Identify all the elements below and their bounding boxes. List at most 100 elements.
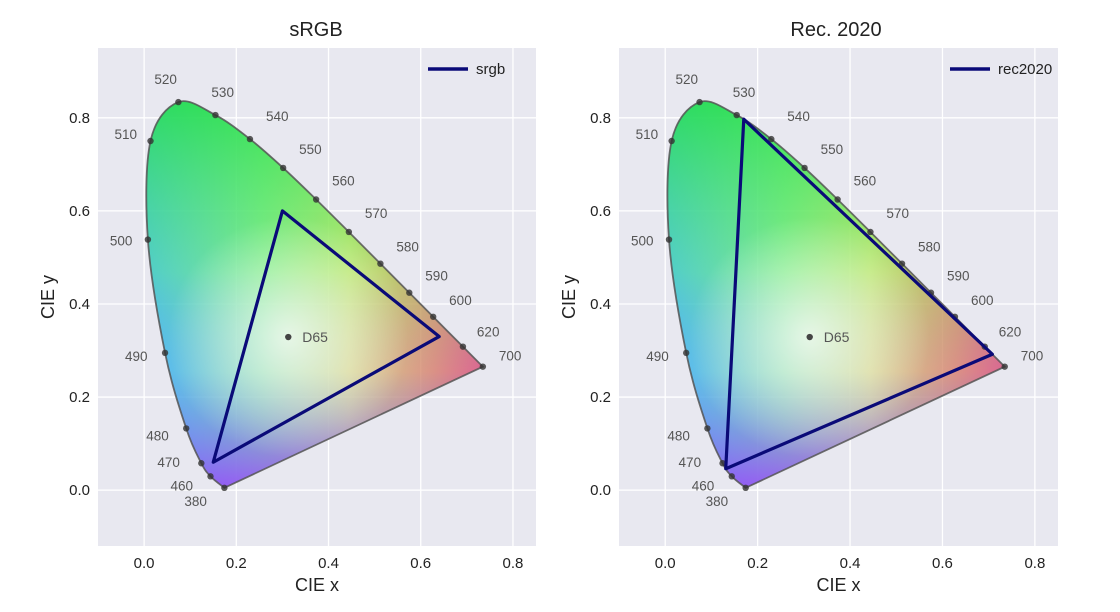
chart-title: Rec. 2020 <box>790 19 881 41</box>
wavelength-point <box>406 289 413 296</box>
wavelength-label: 580 <box>396 240 419 255</box>
legend-label: srgb <box>476 61 505 78</box>
x-tick-label: 0.6 <box>932 555 953 572</box>
wavelength-point <box>728 473 735 480</box>
wavelength-label: 460 <box>692 478 715 493</box>
wavelength-label: 550 <box>299 142 322 157</box>
wavelength-label: 480 <box>146 428 169 443</box>
wavelength-point <box>768 135 775 143</box>
x-tick-label: 0.0 <box>655 555 676 572</box>
wavelength-label: 700 <box>1021 349 1044 364</box>
wavelength-label: 530 <box>211 85 234 100</box>
y-tick-label: 0.0 <box>590 482 611 499</box>
y-tick-label: 0.4 <box>590 296 611 313</box>
wavelength-label: 700 <box>499 349 522 364</box>
wavelength-label: 570 <box>365 206 388 221</box>
wavelength-point <box>246 135 254 143</box>
wavelength-label: 500 <box>631 234 654 249</box>
wavelength-point <box>719 460 726 467</box>
wavelength-point <box>668 137 675 145</box>
y-tick-label: 0.2 <box>590 389 611 406</box>
wavelength-label: 530 <box>733 85 756 100</box>
wavelength-label: 570 <box>886 206 909 221</box>
wavelength-point <box>161 349 169 357</box>
y-tick-label: 0.0 <box>69 482 90 499</box>
wavelength-label: 580 <box>918 240 941 255</box>
wavelength-point <box>742 484 749 492</box>
white-point-label: D65 <box>824 329 850 345</box>
y-tick-label: 0.6 <box>69 203 90 220</box>
wavelength-point <box>1001 363 1008 370</box>
wavelength-point <box>429 313 437 320</box>
wavelength-label: 600 <box>971 293 994 308</box>
wavelength-point <box>207 473 214 480</box>
wavelength-label: 620 <box>999 325 1022 340</box>
wavelength-point <box>221 484 228 492</box>
y-tick-label: 0.6 <box>590 203 611 220</box>
white-point-label: D65 <box>302 329 328 345</box>
legend-label: rec2020 <box>998 61 1052 78</box>
x-axis-label: CIE x <box>816 575 860 595</box>
wavelength-label: 490 <box>125 349 148 364</box>
wavelength-label: 380 <box>706 494 729 509</box>
wavelength-label: 600 <box>449 293 472 308</box>
x-tick-label: 0.0 <box>134 555 155 572</box>
y-tick-label: 0.2 <box>69 389 90 406</box>
wavelength-label: 520 <box>154 72 177 87</box>
wavelength-label: 590 <box>425 269 448 284</box>
wavelength-point <box>377 260 384 267</box>
wavelength-point <box>198 460 205 467</box>
wavelength-label: 540 <box>787 109 810 124</box>
y-tick-label: 0.4 <box>69 296 90 313</box>
wavelength-point <box>459 343 467 350</box>
wavelength-label: 520 <box>676 72 699 87</box>
x-axis-label: CIE x <box>295 575 339 595</box>
white-point-marker <box>285 333 292 341</box>
wavelength-point <box>175 98 182 106</box>
wavelength-point <box>682 349 690 357</box>
wavelength-label: 500 <box>110 234 133 249</box>
wavelength-label: 560 <box>854 173 877 188</box>
x-tick-label: 0.2 <box>747 555 768 572</box>
wavelength-label: 620 <box>477 325 500 340</box>
wavelength-point <box>801 164 808 172</box>
wavelength-point <box>479 363 487 370</box>
wavelength-point <box>704 425 711 432</box>
wavelength-label: 590 <box>947 269 970 284</box>
wavelength-label: 470 <box>157 455 180 470</box>
wavelength-point <box>867 228 874 236</box>
wavelength-point <box>144 236 152 243</box>
wavelength-point <box>733 111 740 119</box>
wavelength-point <box>834 196 841 203</box>
y-axis-label: CIE y <box>559 275 579 319</box>
wavelength-point <box>212 111 219 119</box>
white-point-marker <box>806 333 813 341</box>
wavelength-label: 540 <box>266 109 289 124</box>
y-tick-label: 0.8 <box>69 110 90 127</box>
x-tick-label: 0.4 <box>318 555 339 572</box>
wavelength-point <box>279 164 287 172</box>
gamut-triangle <box>724 117 994 471</box>
wavelength-point <box>696 98 703 106</box>
wavelength-label: 560 <box>332 173 355 188</box>
x-tick-label: 0.8 <box>503 555 524 572</box>
wavelength-label: 470 <box>679 455 702 470</box>
wavelength-label: 490 <box>646 349 669 364</box>
y-axis-label: CIE y <box>38 275 58 319</box>
wavelength-label: 550 <box>821 142 844 157</box>
chart-title: sRGB <box>289 19 342 41</box>
wavelength-label: 510 <box>115 127 138 142</box>
wavelength-label: 460 <box>170 478 193 493</box>
wavelength-point <box>312 196 320 203</box>
x-tick-label: 0.6 <box>410 555 431 572</box>
wavelength-point <box>182 425 190 432</box>
wavelength-label: 380 <box>184 494 207 509</box>
gamut-triangle <box>211 209 441 464</box>
x-tick-label: 0.8 <box>1024 555 1045 572</box>
x-tick-label: 0.2 <box>226 555 247 572</box>
wavelength-point <box>147 137 154 145</box>
